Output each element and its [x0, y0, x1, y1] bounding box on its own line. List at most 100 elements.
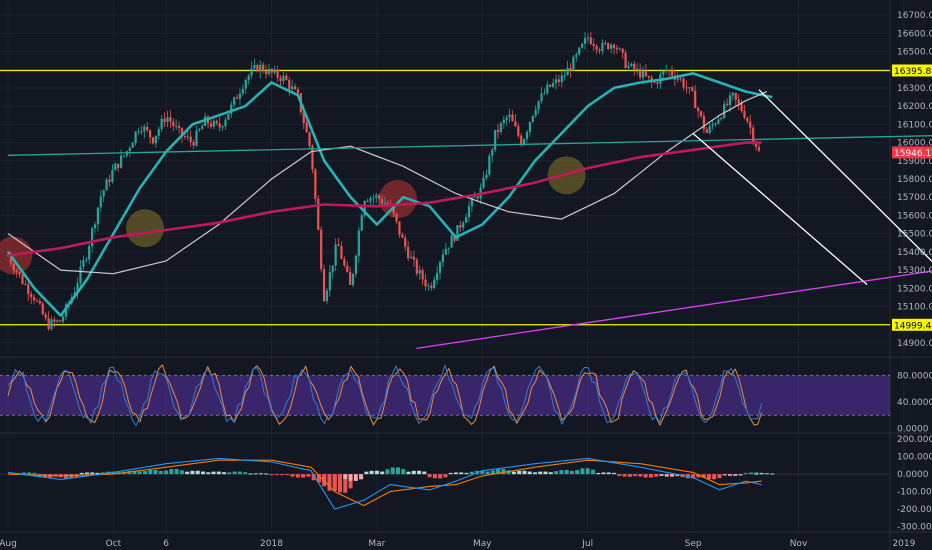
- price-tick-label: 15100.00: [897, 302, 932, 312]
- macd-histogram-bar: [596, 472, 601, 475]
- macd-histogram-bar: [258, 473, 263, 475]
- candle-body: [270, 68, 273, 73]
- macd-histogram-bar: [511, 471, 516, 475]
- candle-body: [172, 121, 175, 127]
- macd-histogram-bar: [585, 468, 590, 475]
- candle-body: [607, 43, 610, 49]
- macd-histogram-bar: [517, 470, 522, 475]
- macd-histogram-bar: [406, 471, 411, 475]
- candle-body: [752, 127, 755, 142]
- candle-body: [180, 127, 184, 136]
- candle-body: [325, 290, 329, 302]
- candle-body: [508, 114, 511, 118]
- candle-body: [291, 86, 294, 90]
- candle-body: [543, 93, 546, 95]
- macd-histogram-bar: [401, 468, 406, 475]
- candle-body: [296, 89, 300, 94]
- macd-histogram-bar: [327, 474, 332, 491]
- price-tag-bg: [892, 146, 932, 159]
- candle-body: [627, 65, 630, 68]
- macd-histogram-bar: [79, 472, 84, 475]
- macd-histogram-bar: [554, 471, 559, 475]
- candle-body: [415, 259, 418, 274]
- time-tick-label: 6: [163, 539, 169, 549]
- macd-histogram-bar: [722, 474, 727, 476]
- macd-histogram-bar: [237, 471, 242, 475]
- candle-body: [647, 76, 650, 78]
- macd-histogram-bar: [359, 474, 364, 480]
- candle-body: [453, 235, 456, 241]
- stochastic-panel[interactable]: [0, 364, 890, 427]
- candle-body: [247, 75, 250, 80]
- macd-histogram-bar: [85, 472, 90, 475]
- macd-histogram-bar: [301, 474, 306, 478]
- candle-body: [363, 201, 366, 216]
- candle-body: [638, 68, 642, 78]
- macd-histogram-bar: [174, 469, 179, 475]
- candle-body: [618, 48, 621, 50]
- candle-body: [499, 123, 503, 132]
- candle-body: [21, 274, 24, 284]
- macd-histogram-bar: [727, 474, 732, 476]
- stochastic-line-1: [7, 364, 763, 427]
- candle-body: [641, 70, 645, 78]
- candle-body: [485, 174, 488, 178]
- macd-histogram-bar: [227, 472, 232, 475]
- candle-body: [540, 93, 543, 102]
- macd-histogram-bar: [417, 470, 422, 475]
- candle-body: [621, 48, 624, 53]
- price-tag-bg: [892, 64, 932, 77]
- candle-body: [604, 42, 607, 44]
- macd-signal-line: [7, 459, 762, 507]
- candle-body: [151, 137, 155, 144]
- candle-body: [427, 285, 430, 287]
- macd-histogram-bar: [448, 472, 453, 475]
- candle-body: [685, 87, 688, 89]
- candle-body: [560, 75, 563, 83]
- candle-body: [56, 320, 59, 322]
- macd-histogram-bar: [27, 472, 32, 475]
- candle-body: [644, 70, 647, 77]
- candle-body: [351, 273, 355, 285]
- macd-histogram-bar: [533, 472, 537, 475]
- candle-body: [670, 70, 674, 76]
- macd-histogram-bar: [343, 474, 348, 480]
- candle-body: [491, 149, 494, 156]
- price-panel[interactable]: [0, 32, 932, 350]
- candle-body: [157, 129, 160, 136]
- candle-body: [441, 254, 445, 263]
- macd-histogram-bar: [232, 471, 237, 475]
- candle-body: [192, 141, 195, 146]
- candle-body: [279, 77, 282, 82]
- candle-body: [198, 129, 201, 131]
- candle-body: [409, 256, 413, 259]
- candle-body: [96, 207, 99, 225]
- candle-body: [131, 142, 134, 148]
- time-tick-label: Jul: [581, 539, 593, 549]
- candle-body: [293, 86, 297, 90]
- macd-histogram-bar: [527, 471, 532, 475]
- trend-line-white-channel-lower: [692, 132, 868, 286]
- macd-histogram-bar: [206, 472, 211, 475]
- stochastic-tick-label: 40.0000: [897, 398, 932, 408]
- candle-body: [53, 319, 56, 322]
- macd-panel[interactable]: [0, 457, 890, 510]
- candle-body: [189, 136, 192, 142]
- candle-body: [117, 163, 120, 168]
- candle-body: [146, 126, 149, 131]
- candle-body: [488, 155, 491, 175]
- macd-histogram-bar: [137, 471, 142, 475]
- candle-body: [662, 71, 665, 75]
- macd-histogram-bar: [280, 474, 285, 476]
- time-tick-label: Nov: [790, 539, 808, 549]
- candle-body: [99, 196, 102, 208]
- macd-histogram-bar: [453, 472, 458, 475]
- candle-body: [714, 123, 717, 125]
- candle-body: [723, 103, 726, 118]
- candle-body: [467, 205, 471, 217]
- macd-histogram-bar: [485, 471, 490, 475]
- macd-histogram-bar: [701, 474, 706, 478]
- candle-body: [502, 119, 505, 124]
